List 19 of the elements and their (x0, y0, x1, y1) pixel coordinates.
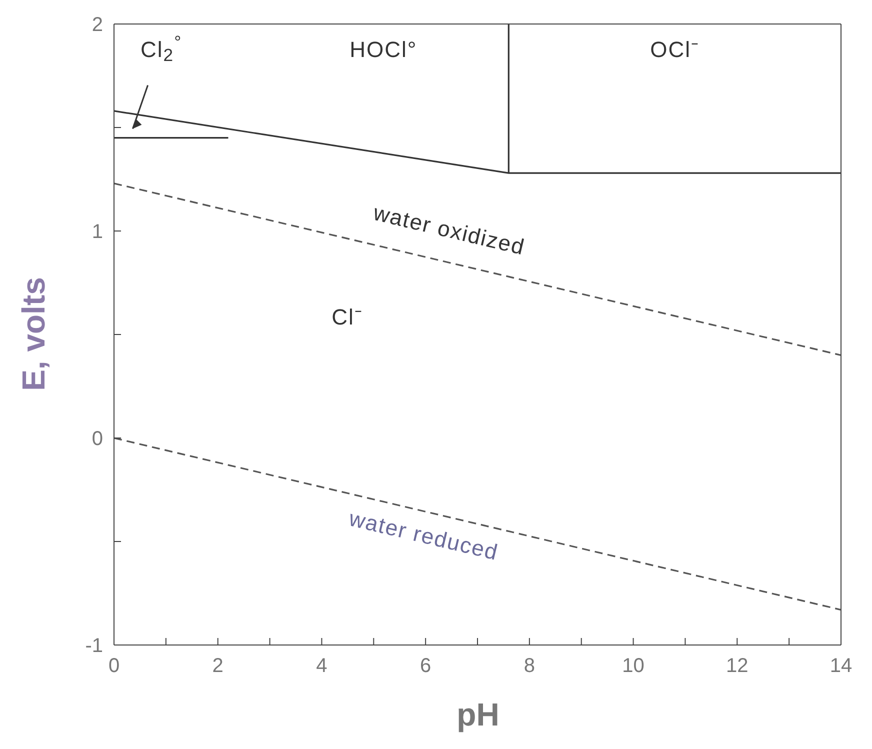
x-tick-label: 0 (108, 655, 120, 678)
x-tick-label: 14 (830, 655, 852, 678)
annotation: HOCl° (350, 36, 418, 62)
y-tick-label: -1 (85, 635, 103, 658)
x-tick-label: 12 (726, 655, 748, 678)
annotation: water reduced (346, 505, 501, 565)
y-tick-label: 1 (92, 221, 103, 244)
x-tick-label: 6 (420, 655, 432, 678)
y-tick-label: 2 (92, 14, 103, 36)
y-tick-label: 0 (92, 428, 103, 450)
x-axis-title: pH (456, 696, 500, 732)
x-tick-label: 8 (524, 655, 535, 678)
x-tick-label: 10 (622, 655, 644, 678)
x-tick-label: 2 (212, 655, 224, 678)
annotation: OCl⁻ (650, 36, 700, 62)
y-axis-title: E, volts (15, 277, 52, 391)
annotation: water oxidized (370, 200, 528, 260)
x-tick-label: 4 (316, 655, 328, 678)
annotation: Cl⁻ (332, 304, 362, 330)
